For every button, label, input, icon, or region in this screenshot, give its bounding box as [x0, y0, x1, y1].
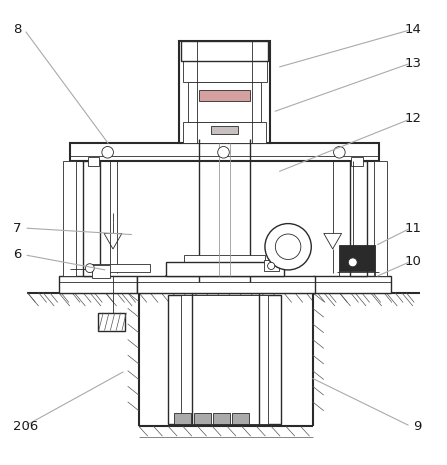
Circle shape — [265, 224, 311, 270]
Bar — [181, 295, 268, 424]
Text: 7: 7 — [13, 221, 21, 234]
Polygon shape — [165, 276, 284, 292]
Circle shape — [333, 146, 345, 158]
Bar — [165, 262, 284, 276]
Circle shape — [268, 262, 275, 270]
Text: 14: 14 — [405, 23, 422, 36]
Circle shape — [218, 146, 229, 158]
Bar — [59, 276, 137, 292]
Circle shape — [85, 264, 94, 272]
Bar — [83, 161, 100, 276]
Circle shape — [348, 258, 357, 267]
Bar — [351, 157, 363, 166]
Bar — [232, 413, 249, 424]
Text: 12: 12 — [405, 113, 422, 126]
Bar — [192, 263, 257, 271]
Bar — [213, 413, 230, 424]
Bar — [339, 245, 375, 271]
Bar — [264, 260, 279, 271]
Text: 6: 6 — [13, 248, 21, 261]
Bar — [168, 295, 282, 424]
Bar — [184, 255, 265, 265]
Bar — [92, 264, 150, 272]
Text: 13: 13 — [405, 57, 422, 70]
Text: 9: 9 — [413, 420, 422, 433]
Circle shape — [102, 146, 114, 158]
Bar — [211, 126, 238, 134]
Bar — [88, 157, 99, 166]
Bar — [181, 41, 268, 61]
Bar — [70, 143, 380, 161]
Bar — [63, 161, 76, 276]
Bar — [92, 265, 110, 278]
Bar — [174, 413, 191, 424]
Text: 10: 10 — [405, 255, 422, 268]
Bar — [183, 122, 266, 143]
Text: 8: 8 — [13, 23, 21, 36]
Bar — [137, 276, 315, 292]
Bar — [188, 82, 261, 122]
Bar — [194, 413, 211, 424]
Bar — [350, 161, 367, 276]
Bar — [182, 46, 267, 82]
Bar — [374, 161, 388, 276]
Bar — [98, 312, 125, 331]
Text: 206: 206 — [13, 420, 38, 433]
Bar — [199, 90, 250, 101]
Bar — [312, 276, 391, 292]
Text: 11: 11 — [405, 221, 422, 234]
Bar — [179, 41, 270, 143]
